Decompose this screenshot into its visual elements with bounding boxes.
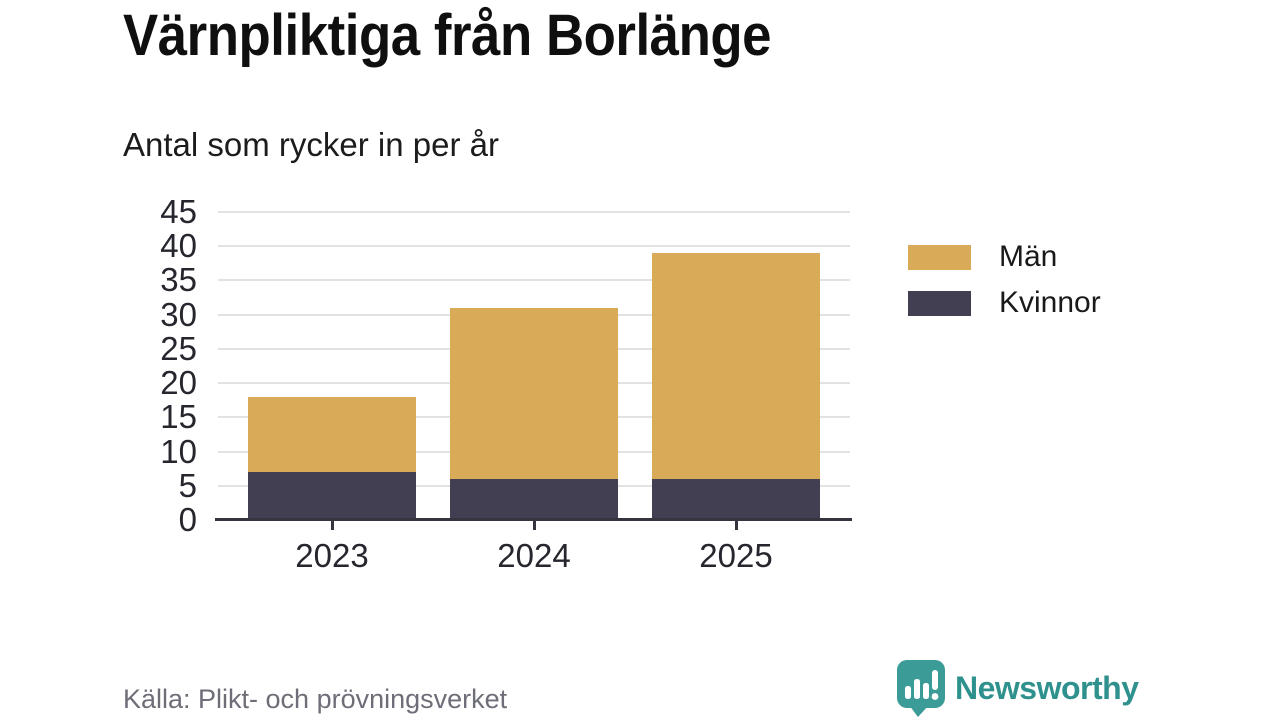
- legend-item-kvinnor: Kvinnor: [908, 280, 1101, 326]
- x-axis-label-2024: 2024: [497, 537, 571, 574]
- bar-2024-man-segment: [450, 307, 618, 479]
- y-axis-label-30: 30: [160, 295, 197, 333]
- gridline-35: [218, 279, 850, 282]
- y-axis-label-25: 25: [160, 329, 197, 367]
- legend-item-man: Män: [908, 234, 1101, 280]
- legend-label-man: Män: [999, 240, 1058, 273]
- legend-swatch-kvinnor: [908, 290, 971, 316]
- y-axis-label-5: 5: [178, 466, 197, 504]
- bar-2023-kvinnor-segment: [248, 472, 416, 520]
- newsworthy-wordmark: Newsworthy: [955, 669, 1139, 706]
- y-axis-label-10: 10: [160, 432, 197, 470]
- newsworthy-bubble-chart-icon: [897, 660, 945, 717]
- y-axis-label-15: 15: [160, 398, 197, 436]
- y-axis-label-35: 35: [160, 261, 197, 299]
- legend: Män Kvinnor: [908, 234, 1101, 326]
- newsworthy-logo[interactable]: Newsworthy: [896, 659, 1139, 717]
- legend-label-kvinnor: Kvinnor: [999, 286, 1101, 319]
- y-axis-label-20: 20: [160, 364, 197, 402]
- x-axis-label-2023: 2023: [295, 537, 369, 574]
- x-axis-line: [215, 518, 852, 521]
- chart-title: Värnpliktiga från Borlänge: [123, 3, 772, 68]
- chart-subtitle: Antal som rycker in per år: [123, 126, 499, 163]
- legend-swatch-man: [908, 244, 971, 270]
- gridline-40: [218, 245, 850, 248]
- x-axis-tick-2025: [734, 521, 738, 530]
- source-text: Källa: Plikt- och prövningsverket: [123, 684, 508, 714]
- bar-2024-kvinnor-segment: [450, 478, 618, 520]
- x-axis-tick-2024: [532, 521, 536, 530]
- y-axis-label-45: 45: [160, 193, 197, 230]
- x-axis-tick-2023: [330, 521, 334, 530]
- bar-2023-man-segment: [248, 396, 416, 473]
- bar-2025-man-segment: [652, 253, 820, 479]
- y-axis-label-0: 0: [178, 501, 197, 538]
- bar-2025-kvinnor-segment: [652, 478, 820, 520]
- gridline-45: [218, 211, 850, 213]
- y-axis-label-40: 40: [160, 227, 197, 265]
- x-axis-label-2025: 2025: [699, 537, 773, 574]
